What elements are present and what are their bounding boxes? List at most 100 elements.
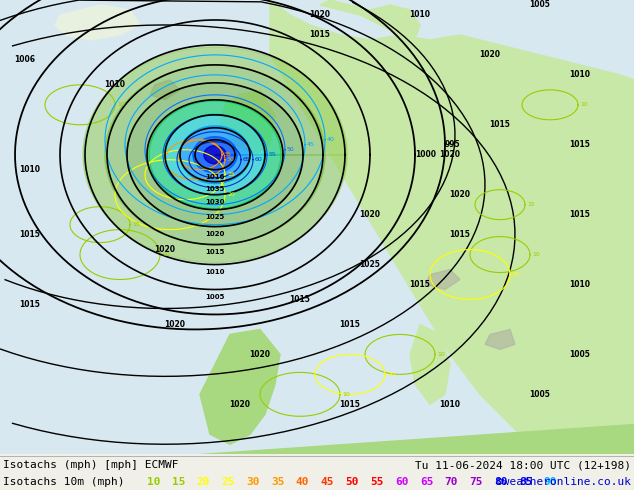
Text: 15: 15: [132, 222, 139, 227]
Polygon shape: [410, 324, 450, 404]
Text: 20: 20: [512, 272, 520, 277]
Text: 1015: 1015: [290, 295, 311, 304]
Text: 65: 65: [420, 477, 433, 487]
Text: 1010: 1010: [569, 280, 590, 289]
Text: ©weatheronline.co.uk: ©weatheronline.co.uk: [496, 477, 631, 487]
Polygon shape: [320, 0, 420, 40]
Text: 35: 35: [224, 152, 232, 157]
Text: 50: 50: [287, 147, 295, 152]
Text: 85: 85: [519, 477, 533, 487]
Text: 1006: 1006: [15, 55, 36, 64]
Polygon shape: [83, 47, 347, 263]
Text: 1015: 1015: [20, 300, 41, 309]
Text: 10: 10: [437, 352, 444, 357]
Text: 15: 15: [172, 477, 185, 487]
Text: 1015: 1015: [450, 230, 470, 239]
Text: 1020: 1020: [479, 50, 500, 59]
Text: 10: 10: [342, 392, 350, 397]
Text: 1005: 1005: [529, 390, 550, 399]
Text: 30: 30: [227, 157, 235, 162]
Text: 10: 10: [117, 102, 125, 107]
Text: 1015: 1015: [309, 30, 330, 39]
Text: 80: 80: [494, 477, 508, 487]
Text: 1035: 1035: [205, 186, 224, 192]
Text: 1010: 1010: [105, 80, 126, 89]
Text: 1025: 1025: [359, 260, 380, 269]
Text: 1010: 1010: [20, 165, 41, 174]
Text: 1015: 1015: [20, 230, 41, 239]
Text: 10: 10: [147, 477, 160, 487]
Text: 1020: 1020: [309, 10, 330, 20]
Text: 75: 75: [469, 477, 483, 487]
Text: 1015: 1015: [340, 400, 361, 409]
Text: 1020: 1020: [155, 245, 176, 254]
Text: 45: 45: [307, 142, 315, 147]
Text: 1015: 1015: [569, 210, 590, 219]
Polygon shape: [204, 146, 226, 164]
Text: 1010: 1010: [569, 71, 590, 79]
Polygon shape: [149, 101, 281, 209]
Polygon shape: [105, 65, 325, 245]
Text: 25: 25: [227, 172, 235, 177]
Text: 15: 15: [527, 202, 534, 207]
Text: Tu 11-06-2024 18:00 UTC (12+198): Tu 11-06-2024 18:00 UTC (12+198): [415, 460, 631, 470]
Text: 40: 40: [327, 137, 335, 142]
Text: 65: 65: [243, 157, 251, 162]
Text: 1015: 1015: [410, 280, 430, 289]
Polygon shape: [485, 329, 515, 349]
Text: 1020: 1020: [205, 231, 224, 237]
Text: 35: 35: [271, 477, 285, 487]
Polygon shape: [200, 329, 280, 444]
Text: 1005: 1005: [205, 294, 224, 299]
Polygon shape: [425, 270, 460, 290]
Text: 1020: 1020: [250, 350, 271, 359]
Text: 25: 25: [221, 477, 235, 487]
Text: 50: 50: [346, 477, 359, 487]
FancyBboxPatch shape: [0, 0, 634, 454]
Polygon shape: [150, 80, 180, 100]
Text: 1020: 1020: [439, 150, 460, 159]
Polygon shape: [193, 137, 237, 172]
Text: 1010: 1010: [410, 10, 430, 20]
Text: 1025: 1025: [205, 214, 224, 220]
Text: Isotachs (mph) [mph] ECMWF: Isotachs (mph) [mph] ECMWF: [3, 460, 179, 470]
Text: 1020: 1020: [164, 320, 186, 329]
Polygon shape: [127, 83, 303, 226]
Text: 1015: 1015: [205, 248, 224, 255]
Text: 995: 995: [445, 140, 461, 149]
Text: 1015: 1015: [569, 140, 590, 149]
Text: 1010: 1010: [439, 400, 460, 409]
Text: 45: 45: [321, 477, 334, 487]
Text: 20: 20: [387, 372, 395, 377]
Polygon shape: [180, 126, 250, 183]
Text: 1005: 1005: [569, 350, 590, 359]
Text: 10: 10: [532, 252, 540, 257]
Text: 20: 20: [227, 192, 235, 197]
Polygon shape: [220, 90, 275, 155]
Text: 40: 40: [296, 477, 309, 487]
Text: 1015: 1015: [489, 120, 510, 129]
Text: 30: 30: [246, 477, 260, 487]
Text: 1000: 1000: [415, 150, 436, 159]
Polygon shape: [200, 424, 634, 454]
Text: Isotachs 10m (mph): Isotachs 10m (mph): [3, 477, 124, 487]
Text: 20: 20: [197, 477, 210, 487]
Text: 1010: 1010: [205, 269, 224, 274]
Text: 1020: 1020: [230, 400, 250, 409]
Text: 1020: 1020: [359, 210, 380, 219]
Text: 60: 60: [395, 477, 408, 487]
Polygon shape: [270, 0, 634, 454]
Text: 60: 60: [255, 157, 262, 162]
Text: 10: 10: [162, 252, 170, 257]
Text: 1005: 1005: [529, 0, 550, 9]
Text: 55: 55: [370, 477, 384, 487]
Text: 90: 90: [544, 477, 557, 487]
Text: 1015: 1015: [340, 320, 361, 329]
Text: 70: 70: [444, 477, 458, 487]
Polygon shape: [165, 114, 264, 195]
Text: 1016: 1016: [205, 174, 224, 180]
Polygon shape: [55, 5, 140, 40]
Text: 1030: 1030: [205, 198, 224, 205]
Text: 55: 55: [269, 152, 277, 157]
Text: 1020: 1020: [450, 190, 470, 199]
